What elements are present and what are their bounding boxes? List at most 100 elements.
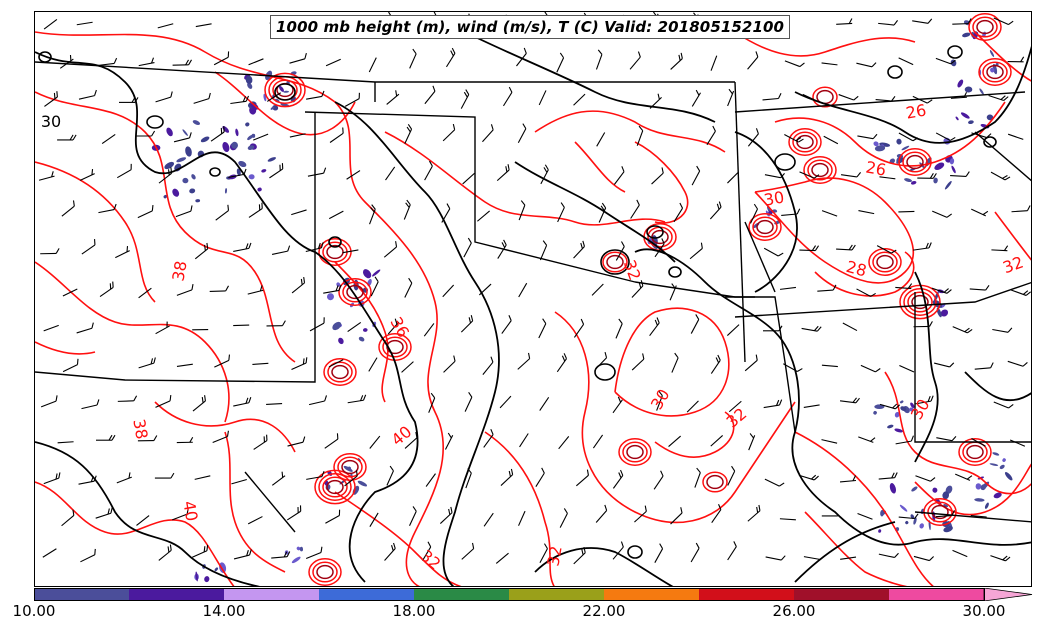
temperature-contour-ring	[958, 438, 992, 466]
wind-barb-flag	[107, 508, 110, 515]
wind-barb-flag	[780, 555, 786, 561]
wind-barb	[971, 438, 986, 447]
height-contours	[35, 31, 1031, 586]
wind-barb	[43, 324, 59, 332]
wind-barb-flag	[679, 202, 684, 209]
wind-barb-staff	[461, 548, 475, 560]
wind-barb-staff	[898, 132, 914, 142]
height-contour-line	[35, 51, 419, 583]
wind-barb-staff	[898, 57, 914, 66]
temperature-contour-ring	[811, 162, 829, 178]
wind-barb	[383, 241, 398, 258]
wind-barb-flag	[266, 434, 268, 441]
wind-barb-staff	[803, 404, 820, 408]
wind-barb	[690, 542, 700, 563]
wind-barb-staff	[287, 441, 304, 447]
wind-barb-staff	[744, 359, 758, 372]
wind-barb	[325, 58, 341, 67]
wind-barb	[306, 90, 325, 100]
wind-barb	[573, 546, 586, 565]
wind-barb-flag	[342, 127, 344, 134]
wind-barb	[653, 470, 664, 490]
wind-barb-staff	[369, 512, 379, 527]
shaded-patch	[245, 75, 253, 85]
wind-barb-staff	[342, 249, 359, 254]
temperature-contour-ring	[326, 244, 344, 260]
wind-barb	[117, 395, 138, 402]
wind-barb	[172, 59, 192, 66]
wind-barb	[932, 210, 953, 218]
height-contour-loop	[594, 363, 616, 381]
wind-barb-flag	[336, 433, 339, 440]
wind-barb-staff	[173, 137, 190, 143]
wind-barbs	[38, 12, 1031, 565]
wind-barb-staff	[423, 323, 435, 337]
wind-barb-flag	[582, 240, 585, 247]
wind-barb	[913, 321, 933, 328]
wind-barb-staff	[711, 509, 722, 523]
wind-barb-flag	[371, 204, 376, 210]
temperature-contour-line	[35, 161, 156, 303]
wind-barb	[952, 18, 972, 25]
wind-barb-flag	[856, 172, 862, 178]
temperature-contour-label: 30	[762, 187, 785, 209]
wind-barb	[62, 358, 79, 373]
wind-barb	[194, 242, 209, 260]
wind-barb-staff	[324, 438, 339, 449]
wind-barb	[1011, 205, 1031, 213]
wind-barb-staff	[271, 250, 288, 256]
wind-barb-flag	[561, 355, 566, 362]
wind-barb-flag	[324, 395, 328, 402]
temperature-contour-ring	[911, 294, 929, 310]
wind-barb-staff	[710, 55, 718, 71]
wind-barb	[369, 512, 379, 527]
wind-barb-flag	[894, 472, 898, 478]
wind-barb	[155, 394, 172, 408]
wind-barb-flag	[925, 242, 929, 249]
shaded-patch	[245, 122, 250, 127]
shaded-patch	[955, 116, 959, 121]
wind-barb-flag	[559, 52, 565, 59]
temperature-contour-ring	[702, 471, 728, 493]
wind-barb-staff	[596, 132, 606, 147]
temperature-contour-label: 26	[904, 100, 927, 122]
wind-barb	[990, 555, 1011, 562]
wind-barb-flag	[463, 91, 468, 98]
wind-barb-flag	[1000, 95, 1006, 100]
wind-barb-flag	[72, 200, 75, 207]
wind-barb-flag	[946, 213, 953, 218]
wind-barb-staff	[305, 551, 322, 560]
wind-barb	[917, 173, 937, 179]
temperature-contour-ring	[976, 19, 994, 35]
wind-barb	[591, 283, 604, 296]
wind-barb-staff	[935, 132, 951, 141]
wind-barb	[462, 172, 475, 185]
wind-barb	[1007, 133, 1024, 140]
wind-barb-staff	[370, 281, 379, 297]
temperature-contour-ring	[606, 254, 624, 270]
wind-barb-flag	[927, 395, 931, 402]
wind-barb-flag	[638, 125, 644, 132]
wind-barb-flag	[170, 91, 173, 98]
wind-barb	[592, 434, 604, 449]
wind-barb	[138, 287, 152, 299]
wind-barb-flag	[302, 358, 305, 365]
wind-barb-flag	[951, 436, 957, 442]
wind-barb-staff	[879, 176, 896, 180]
wind-barb-flag	[94, 89, 97, 96]
shaded-patch	[950, 59, 957, 67]
height-contour-loop	[887, 65, 903, 79]
wind-barb-staff	[779, 518, 796, 521]
wind-barb-staff	[462, 172, 475, 185]
wind-barb-flag	[910, 435, 914, 442]
wind-barb	[287, 436, 306, 447]
wind-barb-staff	[539, 396, 550, 411]
wind-barb-flag	[617, 396, 622, 403]
wind-barb	[969, 284, 990, 291]
wind-barb	[649, 93, 662, 109]
temperature-contour-ring	[903, 288, 937, 316]
wind-barb	[158, 544, 172, 561]
wind-barb-flag	[283, 551, 288, 558]
wind-barb-staff	[802, 93, 818, 102]
wind-barb	[42, 548, 57, 558]
